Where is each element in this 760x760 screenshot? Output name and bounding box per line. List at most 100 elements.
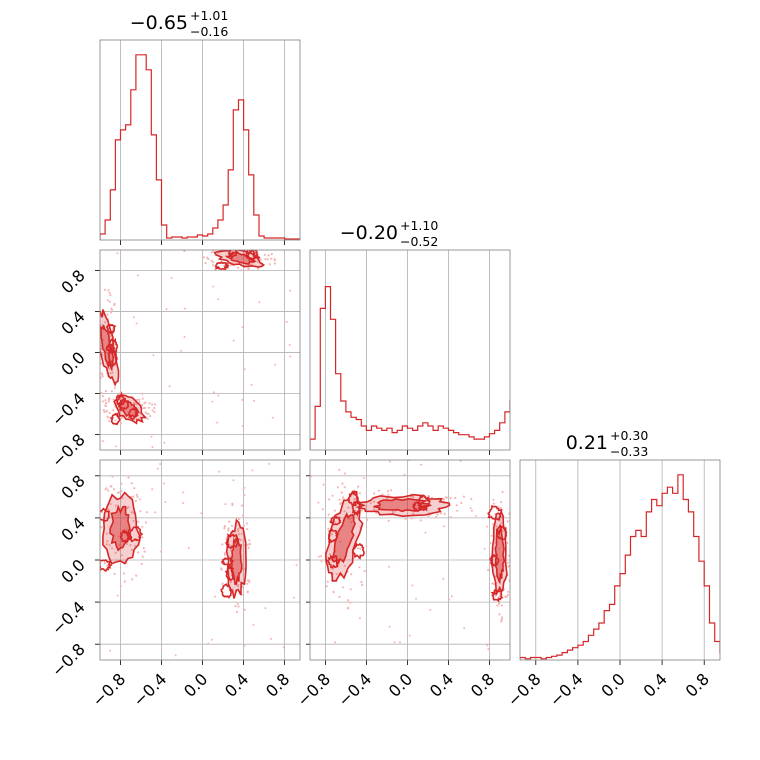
y-tick-label: −0.8	[48, 640, 89, 681]
sample-point	[267, 254, 270, 257]
x-tick-label: −0.8	[504, 669, 545, 710]
y-tick-label: 0.8	[57, 266, 88, 297]
sample-point	[106, 313, 109, 316]
sample-point	[356, 547, 360, 550]
sample-point	[486, 644, 489, 647]
sample-point	[106, 508, 110, 511]
sample-point	[116, 252, 119, 255]
sample-point	[212, 285, 215, 288]
sample-point	[412, 495, 415, 499]
sample-point	[348, 518, 351, 521]
sample-point	[113, 386, 117, 389]
sample-point	[243, 494, 246, 497]
sample-point	[237, 530, 240, 533]
x-tick-label: 0.4	[221, 669, 252, 700]
sample-point	[115, 445, 118, 448]
sample-point	[204, 262, 207, 265]
sample-point	[117, 535, 120, 538]
sample-point	[108, 398, 111, 401]
density-fill-inner	[110, 506, 131, 551]
sample-point	[357, 485, 360, 488]
sample-point	[183, 307, 186, 310]
sample-point	[369, 502, 372, 505]
sample-point	[293, 596, 295, 599]
sample-point	[106, 564, 109, 568]
sample-point	[210, 251, 213, 254]
panel-title-plus: +1.10	[400, 218, 438, 233]
sample-point	[393, 641, 396, 644]
sample-point	[491, 582, 494, 585]
sample-point	[493, 582, 496, 586]
sample-point	[492, 502, 495, 505]
sample-point	[211, 400, 214, 403]
sample-point	[111, 475, 114, 478]
sample-point	[120, 489, 123, 493]
density-contour-island	[351, 541, 365, 560]
sample-point	[210, 638, 213, 641]
sample-point	[358, 492, 361, 495]
sample-point	[381, 493, 384, 496]
sample-point	[112, 409, 115, 412]
sample-point	[487, 648, 490, 651]
panel-2: 0.21 +0.30−0.33 −0.8 −0.4 0.0 0.4 0.8	[504, 428, 721, 710]
sample-point	[227, 529, 230, 532]
y-tick-label: −0.4	[48, 597, 89, 638]
sample-point	[95, 505, 97, 507]
sample-point	[217, 298, 220, 301]
sample-point	[459, 460, 462, 462]
x-tick-label: 0.0	[385, 669, 416, 700]
sample-point	[496, 604, 499, 607]
sample-point	[470, 497, 473, 501]
panel-title-minus: −0.33	[610, 444, 648, 459]
y-tick-label: 0.4	[57, 513, 88, 544]
sample-point	[365, 505, 368, 508]
sample-point	[270, 252, 273, 256]
sample-point	[358, 617, 361, 620]
sample-point	[506, 541, 509, 545]
sample-point	[243, 486, 246, 489]
sample-point	[492, 498, 495, 501]
sample-point	[349, 601, 352, 604]
sample-point	[151, 488, 154, 491]
sample-point	[241, 326, 244, 329]
density-contour-outer	[225, 518, 247, 599]
sample-point	[257, 267, 260, 270]
density-contour-inner	[494, 526, 506, 585]
sample-point	[212, 261, 215, 264]
sample-point	[114, 551, 117, 554]
sample-point	[101, 440, 104, 443]
sample-point	[220, 568, 223, 571]
sample-point	[106, 299, 109, 302]
sample-point	[325, 585, 328, 588]
density-contour-island	[109, 412, 121, 426]
sample-point	[508, 565, 510, 568]
sample-point	[229, 549, 232, 552]
sample-point	[141, 397, 144, 400]
density-contour-island	[128, 525, 144, 543]
sample-point	[224, 503, 227, 506]
sample-point	[145, 511, 148, 514]
sample-point	[241, 425, 244, 427]
density-contour-island	[225, 533, 240, 550]
sample-point	[233, 246, 235, 248]
sample-point	[150, 435, 153, 438]
sample-point	[92, 509, 94, 511]
sample-point	[271, 416, 274, 419]
sample-point	[109, 311, 113, 314]
x-tick-label: 0.8	[262, 669, 293, 700]
sample-point	[207, 642, 210, 645]
density-fill-outer	[102, 492, 141, 564]
sample-point	[139, 510, 142, 513]
sample-point	[341, 482, 344, 485]
sample-point	[289, 355, 292, 358]
histogram-step-line	[100, 54, 300, 240]
sample-point	[229, 581, 232, 584]
density-fill-outer	[492, 512, 507, 595]
sample-point	[455, 504, 458, 507]
density-contour-island	[417, 494, 431, 512]
sample-point	[109, 502, 112, 506]
sample-point	[137, 520, 140, 523]
sample-point	[420, 463, 423, 466]
sample-point	[187, 547, 190, 550]
sample-point	[243, 608, 246, 611]
